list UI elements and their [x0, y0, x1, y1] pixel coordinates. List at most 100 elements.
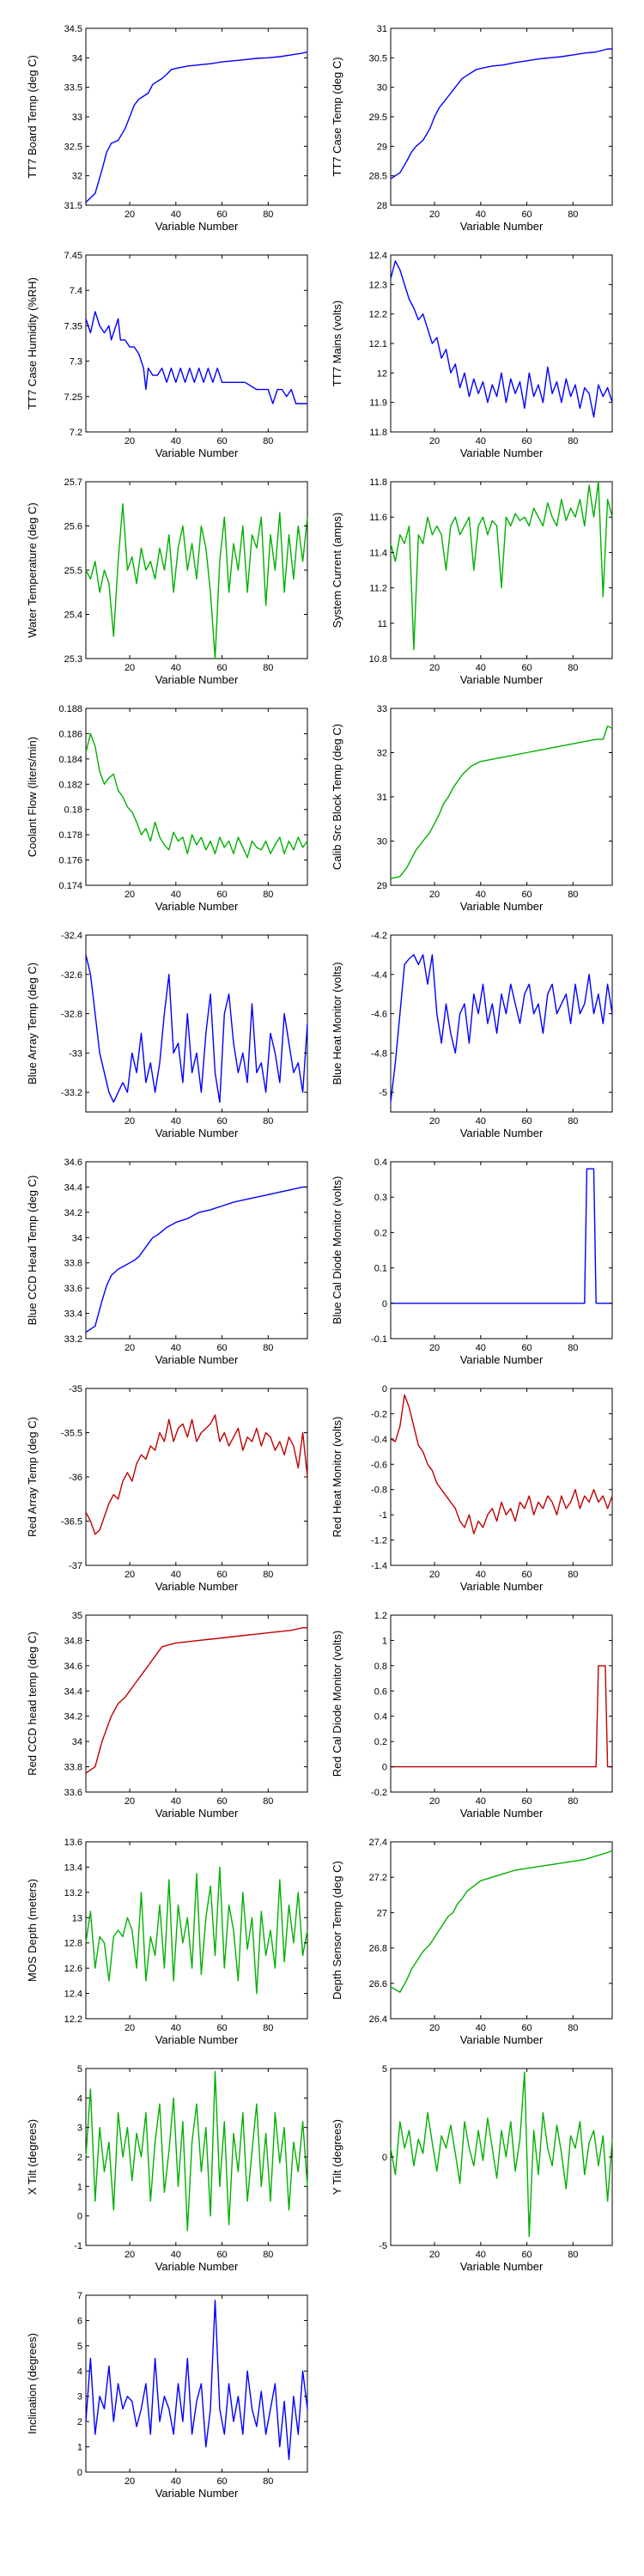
- y-tick-label: 25.6: [64, 522, 82, 532]
- chart-panel-6: 20 40 60 80 10.8 11 11.2 11.4 11.6 11.8 Variable N…: [331, 477, 613, 686]
- y-tick-label: -1.4: [371, 1561, 387, 1571]
- y-tick-label: -0.1: [371, 1334, 387, 1345]
- plot-frame: [85, 934, 308, 1113]
- x-tick-label: 80: [568, 1343, 578, 1353]
- x-tick-label: 20: [429, 436, 440, 447]
- y-tick-label: -0.2: [371, 1788, 387, 1798]
- y-tick-label: 25.3: [64, 654, 82, 665]
- x-tick-label: 40: [476, 663, 486, 673]
- x-axis-label: Variable Number: [155, 673, 239, 686]
- x-tick-label: 20: [429, 1116, 440, 1127]
- plot-frame: [85, 1388, 308, 1566]
- y-tick-label: -36: [69, 1473, 82, 1483]
- y-tick-label: 0.2: [374, 1228, 387, 1238]
- plot-frame: [390, 1614, 613, 1793]
- y-tick-label: 5: [77, 2342, 82, 2352]
- y-tick-label: -4.6: [371, 1010, 387, 1020]
- x-tick-label: 20: [125, 436, 135, 447]
- x-tick-label: 60: [521, 663, 532, 673]
- plot-frame: [85, 2068, 308, 2246]
- y-tick-label: 7: [77, 2291, 82, 2301]
- y-tick-label: 7.25: [64, 392, 82, 403]
- x-axis-label: Variable Number: [155, 2487, 239, 2500]
- plot-frame: [85, 1841, 308, 2020]
- y-tick-label: 34.2: [64, 1712, 82, 1722]
- x-tick-label: 60: [521, 210, 532, 220]
- y-tick-label: 0.3: [374, 1193, 387, 1203]
- y-tick-label: -1: [379, 1510, 387, 1521]
- y-tick-label: 29.5: [369, 112, 387, 123]
- x-tick-label: 80: [263, 1343, 273, 1353]
- series-line: [85, 503, 308, 659]
- x-tick-label: 40: [476, 436, 486, 447]
- y-tick-label: 32.5: [64, 142, 82, 152]
- y-tick-label: 0.186: [58, 729, 82, 739]
- x-tick-label: 80: [263, 2476, 273, 2487]
- x-tick-label: 40: [171, 1796, 181, 1807]
- y-tick-label: 33.2: [64, 1334, 82, 1345]
- y-tick-label: 0: [382, 1299, 387, 1309]
- plot-frame: [390, 1841, 613, 2020]
- x-tick-label: 20: [429, 210, 440, 220]
- x-tick-label: 60: [521, 2250, 532, 2260]
- y-tick-label: 3: [77, 2392, 82, 2403]
- x-tick-label: 20: [429, 2023, 440, 2033]
- series-line: [390, 954, 613, 1103]
- x-tick-label: 20: [125, 210, 135, 220]
- y-tick-label: 33.6: [64, 1284, 82, 1294]
- plot-frame: [85, 708, 308, 886]
- y-tick-label: 33: [72, 112, 82, 123]
- series-line: [85, 1627, 307, 1774]
- x-axis-label: Variable Number: [155, 1807, 239, 1820]
- y-tick-label: 32: [377, 749, 387, 759]
- y-tick-label: -0.2: [371, 1409, 387, 1419]
- series-line: [390, 260, 613, 418]
- x-tick-label: 80: [263, 1570, 273, 1580]
- y-tick-label: -0.4: [371, 1435, 387, 1445]
- x-tick-label: 60: [216, 663, 227, 673]
- x-tick-label: 40: [476, 1570, 486, 1580]
- y-tick-label: 12.1: [369, 339, 387, 349]
- series-line: [390, 2071, 613, 2238]
- y-tick-label: 34.4: [64, 1182, 82, 1193]
- y-axis-label: Inclination (degrees): [26, 2333, 39, 2434]
- y-axis-label: Depth Sensor Temp (deg C): [331, 1861, 343, 2000]
- y-axis-label: Y Tilt (degrees): [331, 2119, 343, 2195]
- y-tick-label: 12.8: [64, 1939, 82, 1949]
- plot-frame: [85, 2294, 308, 2473]
- x-tick-label: 40: [171, 436, 181, 447]
- y-tick-label: 0.18: [64, 805, 82, 816]
- x-tick-label: 20: [125, 890, 135, 900]
- x-tick-label: 40: [171, 2250, 181, 2260]
- plot-frame: [390, 2068, 613, 2246]
- y-tick-label: 0.176: [58, 856, 82, 866]
- y-tick-label: 5: [77, 2064, 82, 2075]
- plot-frame: [390, 934, 613, 1113]
- plot-frame: [390, 27, 613, 206]
- y-axis-label: Red Cal Diode Monitor (volts): [331, 1631, 343, 1777]
- y-tick-label: 10.8: [369, 654, 387, 665]
- x-axis-label: Variable Number: [155, 1580, 239, 1593]
- x-tick-label: 80: [263, 210, 273, 220]
- y-tick-label: 11.9: [369, 398, 387, 409]
- x-axis-label: Variable Number: [460, 447, 544, 459]
- y-tick-label: -32.6: [61, 970, 82, 981]
- x-axis-label: Variable Number: [460, 220, 544, 233]
- series-line: [85, 2070, 308, 2232]
- y-tick-label: 27.4: [369, 1838, 387, 1848]
- y-tick-label: 1: [382, 1636, 387, 1646]
- chart-panel-2: 20 40 60 80 28 28.5 29 29.5 30 30.5 31 Variable Num…: [331, 24, 613, 233]
- x-tick-label: 60: [521, 1116, 532, 1127]
- y-tick-label: 28.5: [369, 172, 387, 182]
- x-tick-label: 40: [171, 663, 181, 673]
- chart-panel-3: 20 40 60 80 7.2 7.25 7.3 7.35 7.4 7.45 Variable Nu…: [26, 251, 308, 459]
- x-tick-label: 20: [429, 2250, 440, 2260]
- chart-panel-20: 20 40 60 80 -5 0 5 Variable Number Y Tilt (degre…: [331, 2064, 613, 2273]
- plot-frame: [390, 708, 613, 886]
- y-tick-label: 12.2: [369, 310, 387, 320]
- y-tick-label: -4.8: [371, 1048, 387, 1059]
- y-tick-label: 33.6: [64, 1788, 82, 1798]
- x-tick-label: 40: [171, 1116, 181, 1127]
- y-tick-label: 0: [77, 2212, 82, 2222]
- y-axis-label: System Current (amps): [331, 513, 343, 628]
